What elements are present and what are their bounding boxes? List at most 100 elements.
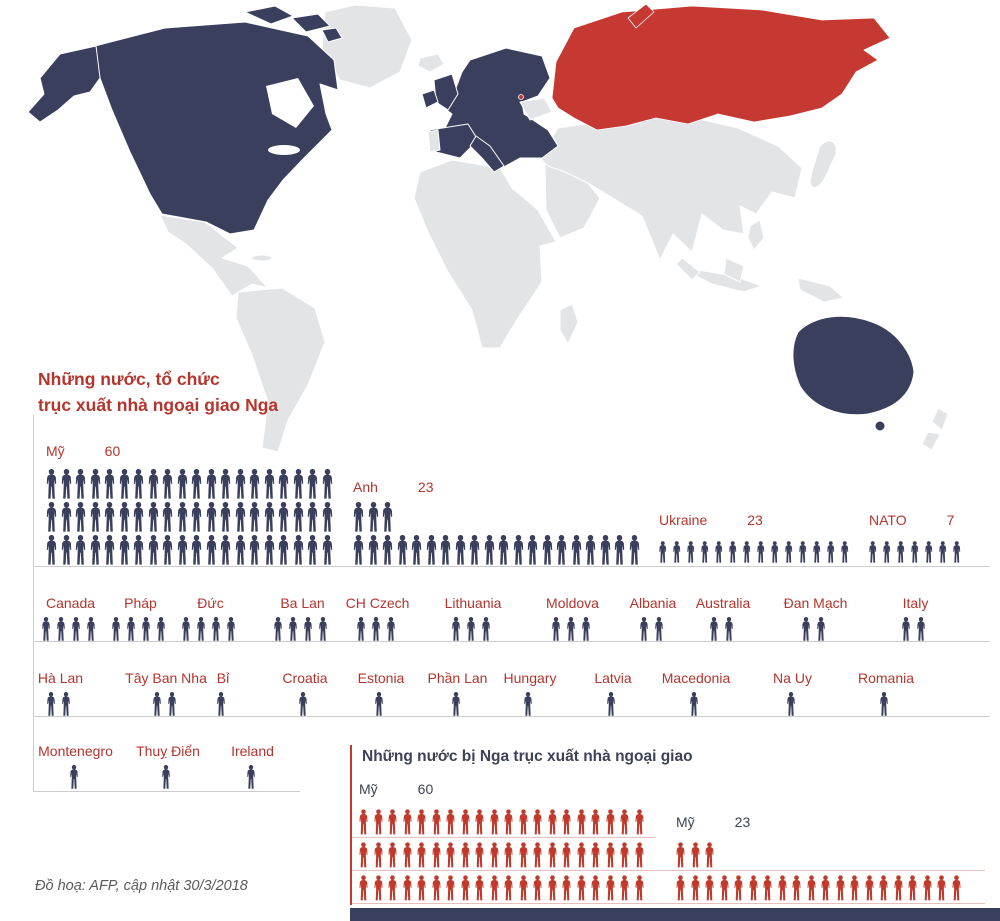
person-icon: [882, 539, 892, 565]
person-icon: [234, 535, 247, 565]
person-icon: [532, 873, 543, 903]
person-icon: [675, 873, 686, 903]
person-icon: [210, 617, 222, 641]
country-label: Bỉ: [216, 670, 230, 686]
person-icon: [68, 765, 80, 789]
person-icon: [45, 469, 58, 499]
person-icon: [700, 539, 710, 565]
person-icon: [306, 469, 319, 499]
person-icon: [605, 873, 616, 903]
person-icon: [205, 535, 218, 565]
figure-row: [212, 765, 292, 789]
pictogram-group-italy: Italy: [880, 596, 950, 641]
person-icon: [526, 535, 539, 565]
person-icon: [402, 807, 413, 837]
person-icon: [402, 840, 413, 870]
person-icon: [358, 840, 369, 870]
person-icon: [806, 873, 817, 903]
red-baseline-2: [352, 870, 985, 871]
group-header: Mỹ 23: [676, 815, 965, 829]
section2-divider-line: [350, 745, 352, 905]
country-label: Canada: [45, 595, 96, 611]
person-icon: [45, 692, 57, 716]
group-header: Đan Mạch: [771, 596, 860, 610]
person-icon: [387, 873, 398, 903]
pictogram-group-chczech: CH Czech: [332, 596, 422, 641]
person-icon: [219, 502, 232, 532]
group-header: Mỹ 60: [46, 444, 335, 458]
baseline-2: [33, 641, 990, 642]
person-icon: [840, 539, 850, 565]
map-tasmania: [874, 420, 886, 432]
person-icon: [219, 535, 232, 565]
person-icon: [450, 692, 462, 716]
person-icon: [762, 873, 773, 903]
person-icon: [40, 617, 52, 641]
pictogram-group-hungary: Hungary: [482, 671, 577, 716]
person-icon: [190, 469, 203, 499]
map-great-lakes: [268, 145, 300, 155]
person-icon: [547, 873, 558, 903]
figure-row: [175, 617, 245, 641]
pictogram-group-australia: Australia: [680, 596, 765, 641]
person-icon: [45, 535, 58, 565]
person-icon: [748, 873, 759, 903]
section1-title-line1: Những nước, tổ chức: [38, 369, 220, 389]
country-label: Moldova: [546, 595, 599, 611]
person-icon: [110, 617, 122, 641]
person-icon: [503, 807, 514, 837]
country-label: Australia: [695, 595, 751, 611]
figure-row: [262, 692, 347, 716]
person-icon: [547, 840, 558, 870]
country-label: NATO: [869, 512, 907, 528]
group-header: Hungary: [483, 671, 577, 685]
country-label: Ba Lan: [280, 595, 325, 611]
person-icon: [798, 539, 808, 565]
person-icon: [460, 807, 471, 837]
person-icon: [489, 840, 500, 870]
person-icon: [576, 873, 587, 903]
country-label: Pháp: [124, 595, 157, 611]
person-icon: [704, 840, 715, 870]
person-icon: [132, 502, 145, 532]
group-header: Canada: [31, 596, 110, 610]
group-header: Montenegro: [21, 744, 130, 758]
pictogram-group-ireland: Ireland: [212, 744, 292, 789]
person-icon: [147, 469, 160, 499]
map-hudson-bay: [266, 78, 314, 128]
person-icon: [445, 807, 456, 837]
person-icon: [460, 873, 471, 903]
person-icon: [690, 873, 701, 903]
person-icon: [74, 535, 87, 565]
person-icon: [561, 807, 572, 837]
person-icon: [367, 535, 380, 565]
person-icon: [896, 539, 906, 565]
person-icon: [234, 469, 247, 499]
pictogram-group-bi: Bỉ: [195, 671, 250, 716]
person-icon: [160, 765, 172, 789]
person-icon: [541, 535, 554, 565]
person-icon: [849, 873, 860, 903]
person-icon: [416, 807, 427, 837]
country-label: Mỹ: [359, 781, 378, 797]
person-icon: [190, 502, 203, 532]
person-icon: [89, 535, 102, 565]
pictogram-group-canada: Canada: [30, 596, 110, 641]
map-italy: [469, 135, 505, 173]
figure-row: [338, 692, 423, 716]
person-icon: [719, 873, 730, 903]
group-header: Australia: [681, 596, 765, 610]
figure-row: [482, 692, 577, 716]
map-russia: [551, 5, 891, 131]
person-icon: [580, 617, 592, 641]
pictogram-group-halan: Hà Lan: [20, 671, 100, 716]
person-icon: [497, 535, 510, 565]
group-header: Đức: [176, 596, 245, 610]
person-icon: [791, 873, 802, 903]
person-icon: [619, 807, 630, 837]
country-label: Montenegro: [38, 743, 113, 759]
person-icon: [234, 502, 247, 532]
person-icon: [900, 617, 912, 641]
person-icon: [180, 617, 192, 641]
group-header: Tây Ban Nha: [119, 671, 213, 685]
